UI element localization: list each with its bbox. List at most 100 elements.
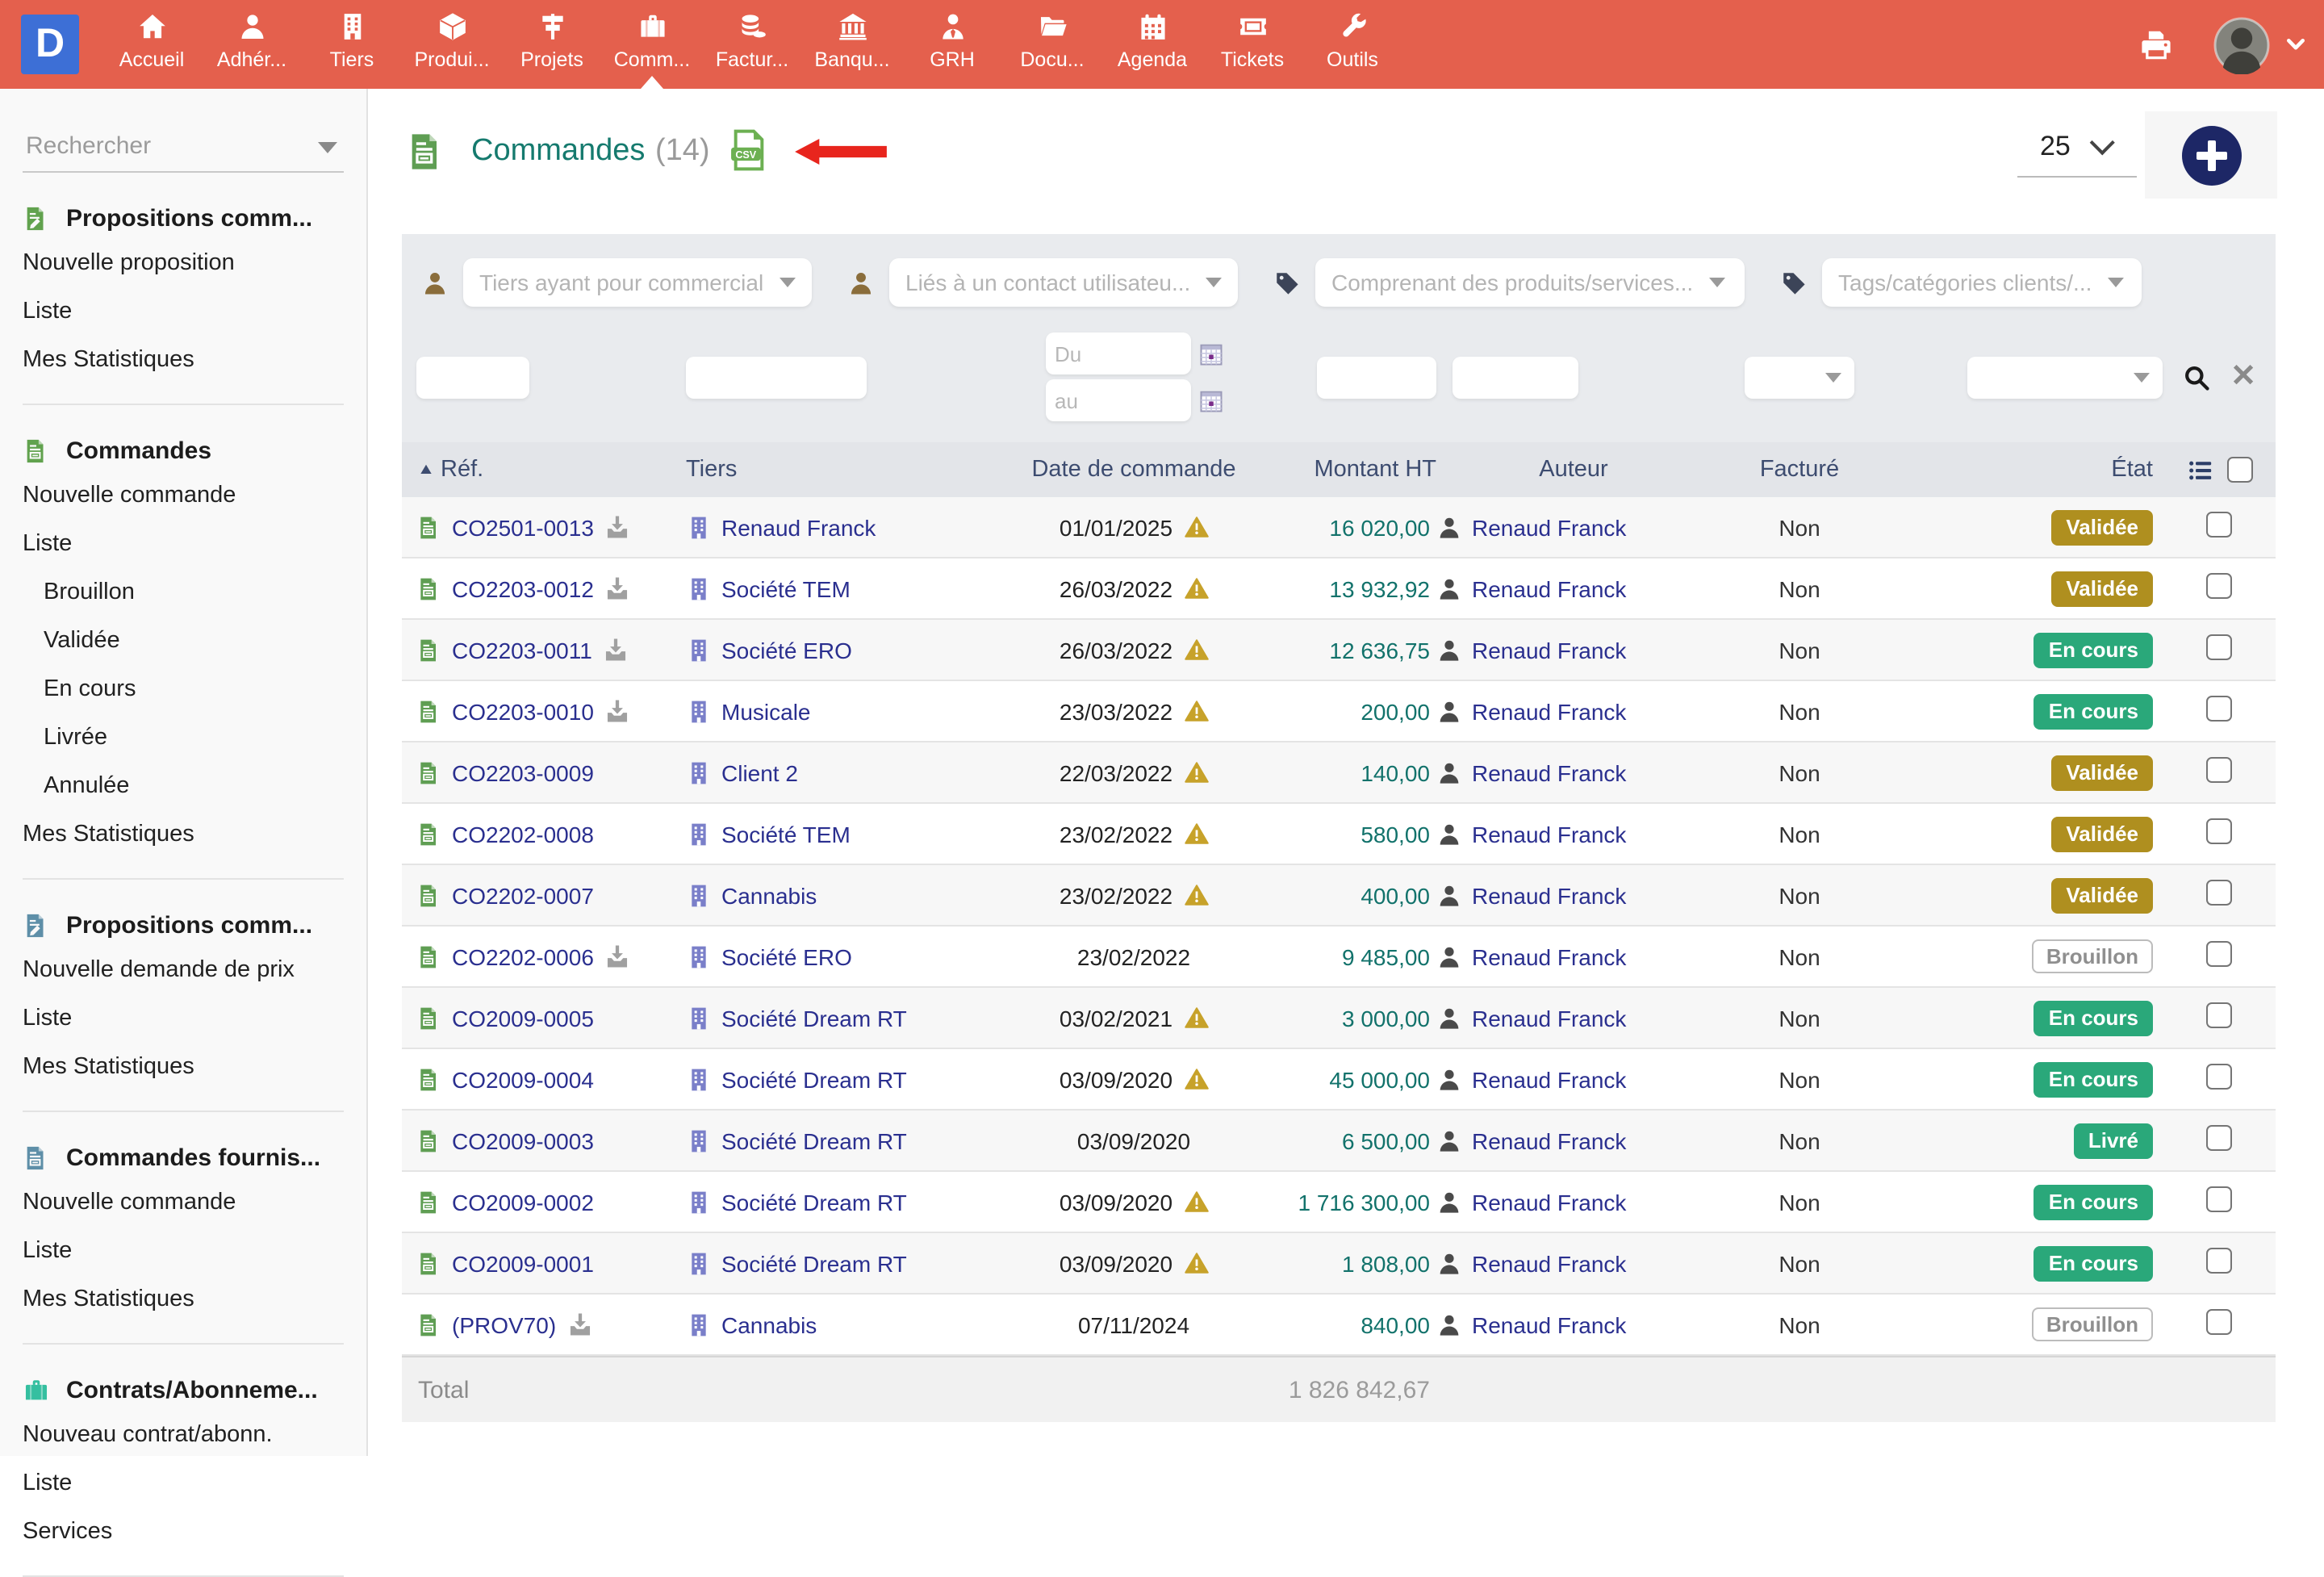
row-checkbox[interactable]: [2206, 512, 2232, 538]
filter-author-input[interactable]: [1452, 356, 1578, 398]
order-ref-link[interactable]: CO2202-0006: [452, 943, 594, 969]
row-checkbox[interactable]: [2206, 880, 2232, 906]
user-menu-chevron-icon[interactable]: [2284, 32, 2308, 56]
order-ref-link[interactable]: (PROV70): [452, 1311, 556, 1337]
column-header-r-f-[interactable]: Réf.: [402, 457, 686, 483]
row-checkbox[interactable]: [2206, 941, 2232, 967]
row-checkbox[interactable]: [2206, 634, 2232, 660]
filter-dropdown-1[interactable]: Tiers ayant pour commercial: [463, 258, 812, 307]
nav-item-produi[interactable]: Produi...: [402, 0, 502, 89]
author-link[interactable]: Renaud Franck: [1472, 759, 1626, 785]
order-ref-link[interactable]: CO2009-0003: [452, 1127, 594, 1153]
nav-item-grh[interactable]: GRH: [902, 0, 1002, 89]
print-icon[interactable]: [2138, 27, 2174, 62]
amount-link[interactable]: 3 000,00: [1342, 1005, 1430, 1031]
calendar-picker-icon[interactable]: [1198, 341, 1223, 366]
thirdparty-link[interactable]: Société Dream RT: [721, 1250, 907, 1276]
amount-link[interactable]: 840,00: [1361, 1311, 1430, 1337]
thirdparty-link[interactable]: Société Dream RT: [721, 1189, 907, 1215]
thirdparty-link[interactable]: Société Dream RT: [721, 1005, 907, 1031]
order-ref-link[interactable]: CO2203-0010: [452, 698, 594, 724]
column-header-date-de-commande[interactable]: Date de commande: [1031, 457, 1235, 483]
csv-export-icon[interactable]: CSV: [726, 128, 771, 173]
nav-item-adhr[interactable]: Adhér...: [202, 0, 302, 89]
nav-item-outils[interactable]: Outils: [1302, 0, 1402, 89]
thirdparty-link[interactable]: Société Dream RT: [721, 1066, 907, 1092]
filter-dropdown-4[interactable]: Tags/catégories clients/...: [1822, 258, 2142, 307]
order-ref-link[interactable]: CO2009-0004: [452, 1066, 594, 1092]
row-checkbox[interactable]: [2206, 696, 2232, 722]
create-order-button[interactable]: [2181, 125, 2241, 185]
row-checkbox[interactable]: [2206, 757, 2232, 783]
sidebar-item-mes-statistiques[interactable]: Mes Statistiques: [23, 810, 366, 859]
page-title[interactable]: Commandes: [471, 134, 645, 169]
author-link[interactable]: Renaud Franck: [1472, 575, 1626, 601]
author-link[interactable]: Renaud Franck: [1472, 1127, 1626, 1153]
nav-item-agenda[interactable]: Agenda: [1102, 0, 1202, 89]
author-link[interactable]: Renaud Franck: [1472, 698, 1626, 724]
amount-link[interactable]: 1 716 300,00: [1298, 1189, 1431, 1215]
order-ref-link[interactable]: CO2203-0011: [452, 637, 592, 663]
clear-filters-icon[interactable]: ✕: [2230, 362, 2256, 392]
nav-item-docu[interactable]: Docu...: [1002, 0, 1102, 89]
search-dropdown-caret-icon[interactable]: [318, 142, 337, 153]
sidebar-item-brouillon[interactable]: Brouillon: [44, 568, 366, 617]
nav-item-comm[interactable]: Comm...: [602, 0, 702, 89]
sidebar-item-liste[interactable]: Liste: [23, 520, 366, 568]
order-ref-link[interactable]: CO2202-0008: [452, 821, 594, 847]
author-link[interactable]: Renaud Franck: [1472, 514, 1626, 540]
row-checkbox[interactable]: [2206, 1064, 2232, 1090]
sidebar-item-liste[interactable]: Liste: [23, 287, 366, 336]
filter-status-select[interactable]: [1967, 356, 2163, 398]
sidebar-item-liste[interactable]: Liste: [23, 1459, 366, 1508]
sidebar-item-en-cours[interactable]: En cours: [44, 665, 366, 713]
amount-link[interactable]: 200,00: [1361, 698, 1430, 724]
author-link[interactable]: Renaud Franck: [1472, 1250, 1626, 1276]
filter-invoiced-select[interactable]: [1745, 356, 1854, 398]
nav-item-tickets[interactable]: Tickets: [1202, 0, 1302, 89]
order-ref-link[interactable]: CO2501-0013: [452, 514, 594, 540]
sidebar-item-livr-e[interactable]: Livrée: [44, 713, 366, 762]
thirdparty-link[interactable]: Société ERO: [721, 943, 852, 969]
sidebar-item-mes-statistiques[interactable]: Mes Statistiques: [23, 1275, 366, 1324]
order-ref-link[interactable]: CO2203-0009: [452, 759, 594, 785]
sidebar-item-valid-e[interactable]: Validée: [44, 617, 366, 665]
author-link[interactable]: Renaud Franck: [1472, 1066, 1626, 1092]
order-ref-link[interactable]: CO2009-0005: [452, 1005, 594, 1031]
filter-dropdown-3[interactable]: Comprenant des produits/services...: [1315, 258, 1745, 307]
order-ref-link[interactable]: CO2202-0007: [452, 882, 594, 908]
sidebar-item-nouvelle-commande[interactable]: Nouvelle commande: [23, 471, 366, 520]
sidebar-item-nouvelle-demande-de-prix[interactable]: Nouvelle demande de prix: [23, 946, 366, 994]
sidebar-item-annul-e[interactable]: Annulée: [44, 762, 366, 810]
amount-link[interactable]: 1 808,00: [1342, 1250, 1430, 1276]
row-checkbox[interactable]: [2206, 1125, 2232, 1151]
order-ref-link[interactable]: CO2203-0012: [452, 575, 594, 601]
filter-date-from-input[interactable]: [1045, 333, 1190, 374]
thirdparty-link[interactable]: Société TEM: [721, 575, 851, 601]
nav-item-factur[interactable]: Factur...: [702, 0, 802, 89]
amount-link[interactable]: 13 932,92: [1329, 575, 1430, 601]
sidebar-search-input[interactable]: [23, 131, 303, 161]
author-link[interactable]: Renaud Franck: [1472, 821, 1626, 847]
author-link[interactable]: Renaud Franck: [1472, 637, 1626, 663]
app-logo[interactable]: D: [21, 15, 79, 74]
download-icon[interactable]: [604, 575, 631, 602]
thirdparty-link[interactable]: Cannabis: [721, 1311, 817, 1337]
download-icon[interactable]: [604, 513, 631, 541]
amount-link[interactable]: 16 020,00: [1329, 514, 1430, 540]
download-icon[interactable]: [604, 943, 631, 970]
page-size-select[interactable]: 25: [2017, 131, 2137, 178]
download-icon[interactable]: [604, 697, 631, 725]
row-checkbox[interactable]: [2206, 573, 2232, 599]
thirdparty-link[interactable]: Musicale: [721, 698, 811, 724]
sidebar-item-nouvelle-commande[interactable]: Nouvelle commande: [23, 1178, 366, 1227]
thirdparty-link[interactable]: Société TEM: [721, 821, 851, 847]
select-all-checkbox[interactable]: [2226, 457, 2252, 483]
author-link[interactable]: Renaud Franck: [1472, 1005, 1626, 1031]
sidebar-item-services[interactable]: Services: [23, 1508, 366, 1556]
sidebar-item-nouvelle-proposition[interactable]: Nouvelle proposition: [23, 239, 366, 287]
download-icon[interactable]: [602, 636, 629, 663]
thirdparty-link[interactable]: Société Dream RT: [721, 1127, 907, 1153]
author-link[interactable]: Renaud Franck: [1472, 1311, 1626, 1337]
row-checkbox[interactable]: [2206, 1186, 2232, 1212]
